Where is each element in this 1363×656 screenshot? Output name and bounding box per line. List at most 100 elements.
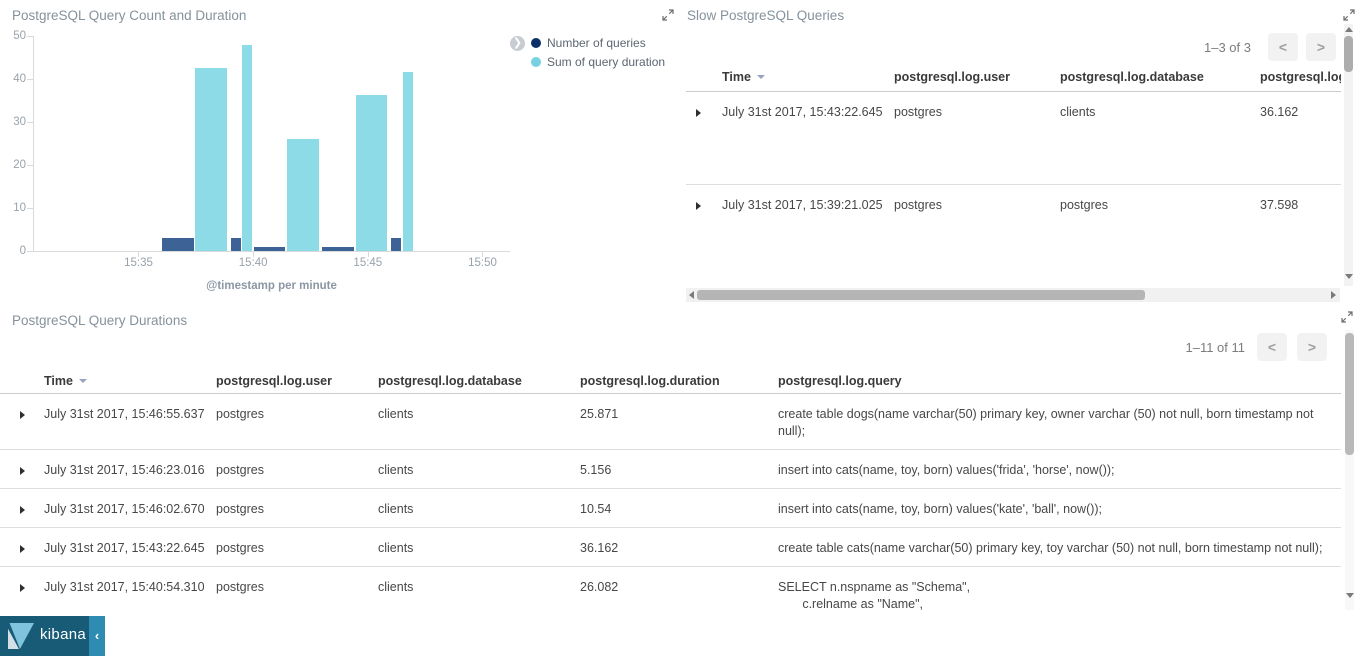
expand-panel-icon[interactable]: [661, 9, 675, 23]
cell-duration: 26.082: [580, 580, 619, 594]
cell-user: postgres: [894, 198, 942, 212]
bar-number-of-queries[interactable]: [322, 246, 355, 251]
pagination-range: 1–11 of 11: [1185, 340, 1245, 355]
sort-desc-icon: [78, 379, 87, 383]
y-tick-label: 10: [13, 201, 26, 214]
expand-panel-icon[interactable]: [1340, 311, 1354, 325]
scroll-down-icon[interactable]: [1345, 274, 1353, 279]
cell-database: clients: [378, 407, 414, 421]
column-header-database[interactable]: postgresql.log.database: [1060, 70, 1204, 84]
cell-database: clients: [378, 580, 414, 594]
vertical-scrollbar-thumb[interactable]: [1344, 36, 1353, 72]
bar-sum-of-query-duration[interactable]: [355, 95, 388, 251]
cell-time: July 31st 2017, 15:46:23.016: [44, 463, 205, 477]
expand-row-icon[interactable]: [20, 506, 25, 514]
table-row: July 31st 2017, 15:46:02.670 postgres clie…: [0, 489, 1341, 528]
bar-sum-of-query-duration[interactable]: [286, 138, 319, 251]
pagination-prev-button[interactable]: <: [1257, 333, 1287, 361]
legend-label: Number of queries: [547, 35, 646, 50]
y-axis-line: [33, 36, 34, 251]
cell-database: clients: [378, 463, 414, 477]
bar-number-of-queries[interactable]: [230, 238, 241, 251]
column-header-time[interactable]: Time: [44, 374, 87, 388]
cell-query: SELECT n.nspname as "Schema", c.relname …: [778, 580, 971, 611]
column-header-duration[interactable]: postgresql.log.duration: [580, 374, 720, 388]
y-tick-mark: [27, 79, 33, 80]
panel-query-durations: PostgreSQL Query Durations 1–11 of 11 < …: [0, 305, 1363, 616]
cell-time: July 31st 2017, 15:46:02.670: [44, 502, 205, 516]
cell-database: postgres: [1060, 198, 1108, 212]
legend-item[interactable]: Number of queries: [531, 33, 665, 52]
column-header-time[interactable]: Time: [722, 70, 765, 84]
collapse-nav-button[interactable]: ‹: [89, 616, 105, 656]
pagination-next-button[interactable]: >: [1297, 333, 1327, 361]
table-row: July 31st 2017, 15:39:21.025 postgres post…: [686, 185, 1341, 286]
legend-color-dot: [531, 37, 541, 48]
panel-query-count-duration: PostgreSQL Query Count and Duration 0 10 2…: [0, 0, 683, 302]
x-tick-mark: [138, 252, 140, 257]
y-tick-mark: [27, 208, 33, 209]
expand-row-icon[interactable]: [20, 467, 25, 475]
y-tick-label: 50: [13, 29, 26, 42]
scroll-down-icon[interactable]: [1346, 593, 1354, 598]
cell-query: create table dogs(name varchar(50) prima…: [778, 407, 1317, 438]
vertical-scrollbar[interactable]: [1344, 24, 1353, 286]
expand-row-icon[interactable]: [20, 584, 25, 592]
x-axis-line: [33, 251, 510, 252]
legend-item[interactable]: Sum of query duration: [531, 52, 665, 71]
column-header-query[interactable]: postgresql.log.query: [778, 374, 902, 388]
y-tick-label: 40: [13, 72, 26, 85]
scroll-left-icon[interactable]: [689, 291, 694, 299]
panel-title: PostgreSQL Query Durations: [12, 313, 188, 328]
cell-user: postgres: [894, 105, 942, 119]
bar-sum-of-query-duration[interactable]: [402, 72, 413, 251]
panel-title: Slow PostgreSQL Queries: [687, 8, 845, 23]
scroll-up-icon[interactable]: [1345, 27, 1353, 32]
expand-row-icon[interactable]: [20, 411, 25, 419]
cell-time: July 31st 2017, 15:46:55.637: [44, 407, 205, 421]
kibana-navbar: kibana: [0, 616, 89, 656]
expand-row-icon[interactable]: [20, 545, 25, 553]
x-tick-mark: [253, 252, 255, 257]
table-row: July 31st 2017, 15:40:54.310 postgres clie…: [0, 567, 1341, 611]
expand-row-icon[interactable]: [696, 109, 701, 117]
cell-user: postgres: [216, 407, 264, 421]
expand-panel-icon[interactable]: [1342, 9, 1356, 23]
bar-sum-of-query-duration[interactable]: [195, 67, 227, 251]
pagination-next-button[interactable]: >: [1306, 33, 1336, 61]
table-row: July 31st 2017, 15:43:22.645 postgres clie…: [686, 92, 1341, 185]
cell-database: clients: [1060, 105, 1096, 119]
cell-user: postgres: [216, 502, 264, 516]
cell-query: insert into cats(name, toy, born) values…: [778, 463, 1115, 477]
horizontal-scrollbar-thumb[interactable]: [697, 290, 1145, 300]
vertical-scrollbar-thumb[interactable]: [1345, 333, 1354, 455]
legend-toggle-icon[interactable]: ❯: [510, 36, 525, 51]
cell-user: postgres: [216, 463, 264, 477]
y-tick-mark: [27, 165, 33, 166]
legend-color-dot: [531, 56, 541, 67]
cell-duration: 10.54: [580, 502, 612, 516]
cell-user: postgres: [216, 580, 264, 594]
x-tick-label: 15:35: [124, 257, 153, 269]
scroll-right-icon[interactable]: [1331, 291, 1336, 299]
bar-number-of-queries[interactable]: [161, 238, 194, 251]
column-header-user[interactable]: postgresql.log.user: [894, 70, 1010, 84]
x-tick-label: 15:45: [353, 257, 383, 269]
column-header-duration[interactable]: postgresql.log.duration: [1260, 70, 1341, 84]
column-header-user[interactable]: postgresql.log.user: [216, 374, 332, 388]
brand-label: kibana: [40, 626, 87, 643]
column-header-database[interactable]: postgresql.log.database: [378, 374, 522, 388]
table-row: July 31st 2017, 15:46:55.637 postgres clie…: [0, 394, 1341, 450]
bar-sum-of-query-duration[interactable]: [242, 45, 253, 251]
bar-number-of-queries[interactable]: [253, 246, 286, 251]
expand-row-icon[interactable]: [696, 202, 701, 210]
x-tick-label: 15:40: [238, 257, 268, 269]
diagonal-expand-icon: [1341, 311, 1353, 323]
kibana-logo[interactable]: [8, 623, 34, 649]
pagination-prev-button[interactable]: <: [1268, 33, 1298, 61]
vertical-scrollbar[interactable]: [1345, 330, 1354, 610]
table-header-row: Time postgresql.log.user postgresql.log.da…: [0, 368, 1341, 394]
bar-number-of-queries[interactable]: [391, 238, 402, 251]
bar-chart: 0 10 20 30 40 50 15:35 15:40 15:45 15:50: [0, 0, 683, 300]
